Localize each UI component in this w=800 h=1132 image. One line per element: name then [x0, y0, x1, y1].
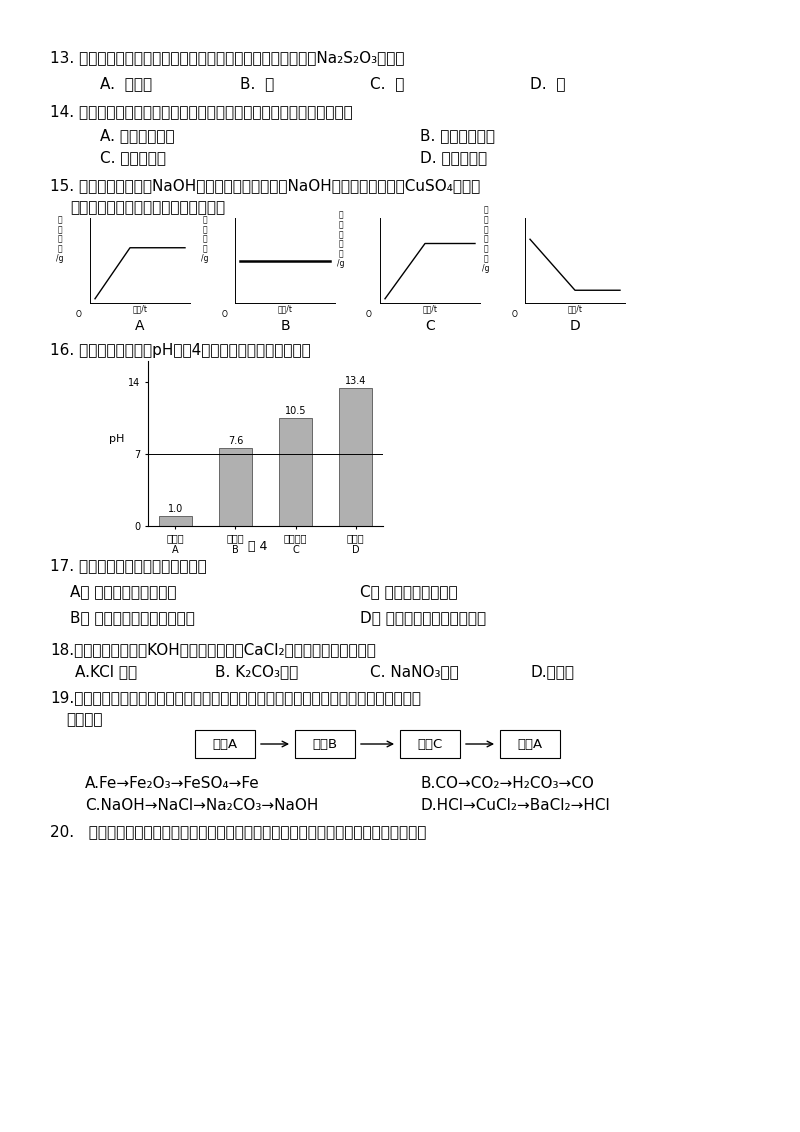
Text: C: C [425, 319, 435, 333]
Text: A.KCl 溶液: A.KCl 溶液 [75, 664, 137, 679]
X-axis label: 时间/t: 时间/t [278, 305, 293, 314]
Bar [219, 447, 252, 526]
Text: B. 无色酚酞试液: B. 无色酚酞试液 [420, 128, 495, 143]
Y-axis label: 氮
氧
化
钓
质
量
/g: 氮 氧 化 钓 质 量 /g [482, 206, 490, 273]
Bar [195, 730, 255, 758]
Text: O: O [221, 310, 227, 319]
Text: O: O [511, 310, 517, 319]
Text: A.  氧化物: A. 氧化物 [100, 76, 152, 91]
Text: 1.0: 1.0 [168, 504, 183, 514]
Text: C. 氯化钙溶液: C. 氯化钙溶液 [100, 151, 166, 165]
Text: A: A [135, 319, 145, 333]
Text: 物质B: 物质B [313, 738, 338, 751]
Text: A. 二氧化碳气体: A. 二氧化碳气体 [100, 128, 174, 143]
Text: A． 露置在空气中易变质: A． 露置在空气中易变质 [70, 584, 177, 599]
Bar [279, 418, 312, 526]
X-axis label: 时间/t: 时间/t [133, 305, 147, 314]
Text: 14. 一次性就能将澄清石灰水、稀硬酸、食盐水三种溶液区分开的试剑是: 14. 一次性就能将澄清石灰水、稀硬酸、食盐水三种溶液区分开的试剑是 [50, 104, 353, 119]
Text: D.HCl→CuCl₂→BaCl₂→HCl: D.HCl→CuCl₂→BaCl₂→HCl [420, 798, 610, 813]
Text: 转化的是: 转化的是 [66, 712, 102, 727]
Text: 13.4: 13.4 [345, 376, 366, 386]
Text: 图 4: 图 4 [248, 540, 268, 554]
Text: 19.各物质间有着一定的反应关系金额转化关系，下列各组物质间可以按下图所示各组直接: 19.各物质间有着一定的反应关系金额转化关系，下列各组物质间可以按下图所示各组直… [50, 691, 421, 705]
Text: O: O [76, 310, 82, 319]
Text: C. NaNO₃溶液: C. NaNO₃溶液 [370, 664, 458, 679]
Text: 15. 小刚同学在做有关NaOH溶液性质的实验时，向NaOH溶液中滴加过量的CuSO₄溶液。: 15. 小刚同学在做有关NaOH溶液性质的实验时，向NaOH溶液中滴加过量的Cu… [50, 178, 480, 192]
Y-axis label: 沉
淡
质
量
/g: 沉 淡 质 量 /g [56, 215, 63, 263]
Text: 物质C: 物质C [418, 738, 442, 751]
Text: 物质A: 物质A [518, 738, 542, 751]
Y-axis label: pH: pH [110, 434, 125, 444]
Bar [400, 730, 460, 758]
Text: B. K₂CO₃溶液: B. K₂CO₃溶液 [215, 664, 298, 679]
Text: D.  盐: D. 盐 [530, 76, 566, 91]
Text: B.  酸: B. 酸 [240, 76, 274, 91]
Text: B． 能使紫色石蕊试液变蓝色: B． 能使紫色石蕊试液变蓝色 [70, 610, 195, 625]
Text: 下列图像中能正确表示其变化过程的是: 下列图像中能正确表示其变化过程的是 [70, 200, 225, 215]
Y-axis label: 硬
酸
的
质
量
/g: 硬 酸 的 质 量 /g [338, 211, 345, 268]
Text: 10.5: 10.5 [285, 405, 306, 415]
Text: C.NaOH→NaCl→Na₂CO₃→NaOH: C.NaOH→NaCl→Na₂CO₃→NaOH [85, 798, 318, 813]
Text: D.稀盐酸: D.稀盐酸 [530, 664, 574, 679]
Bar [295, 730, 355, 758]
Text: 17. 有关氮氧化钓的叙述不正确的是: 17. 有关氮氧化钓的叙述不正确的是 [50, 558, 206, 573]
Text: B.CO→CO₂→H₂CO₃→CO: B.CO→CO₂→H₂CO₃→CO [420, 777, 594, 791]
Text: D． 能做治疗胃酸过多的药物: D． 能做治疗胃酸过多的药物 [360, 610, 486, 625]
Text: 20.   等质量的稀硬酸分别与足量的镁、铁、锡三种金属反应，下列图像能正确生产氢气质: 20. 等质量的稀硬酸分别与足量的镁、铁、锡三种金属反应，下列图像能正确生产氢气… [50, 824, 426, 839]
Bar [500, 730, 560, 758]
X-axis label: 时间/t: 时间/t [422, 305, 438, 314]
Text: 16. 家庭常用洗涂剂的pH如图4所示，其中最接近中性的是: 16. 家庭常用洗涂剂的pH如图4所示，其中最接近中性的是 [50, 343, 310, 358]
Text: D: D [570, 319, 580, 333]
Text: 13. 硬代硬酸钓晶体是一种恒温保温瓶的填充物，硬代硬酸钓（Na₂S₂O₃）属于: 13. 硬代硬酸钓晶体是一种恒温保温瓶的填充物，硬代硬酸钓（Na₂S₂O₃）属于 [50, 50, 405, 65]
Text: 物质A: 物质A [213, 738, 238, 751]
Bar [158, 516, 192, 526]
Text: 7.6: 7.6 [228, 436, 243, 446]
Y-axis label: 水
的
质
量
/g: 水 的 质 量 /g [201, 215, 208, 263]
Text: B: B [280, 319, 290, 333]
Text: C． 溶于水时放出热量: C． 溶于水时放出热量 [360, 584, 458, 599]
Text: C.  碱: C. 碱 [370, 76, 404, 91]
Text: 18.下列试剑中，能把KOH溶液、稀硬酸、CaCl₂溶液一次鉴别出来的是: 18.下列试剑中，能把KOH溶液、稀硬酸、CaCl₂溶液一次鉴别出来的是 [50, 642, 376, 657]
X-axis label: 时间/t: 时间/t [567, 305, 582, 314]
Text: A.Fe→Fe₂O₃→FeSO₄→Fe: A.Fe→Fe₂O₃→FeSO₄→Fe [85, 777, 260, 791]
Bar [339, 388, 372, 526]
Text: O: O [366, 310, 372, 319]
Text: D. 碳酸钓溶液: D. 碳酸钓溶液 [420, 151, 487, 165]
